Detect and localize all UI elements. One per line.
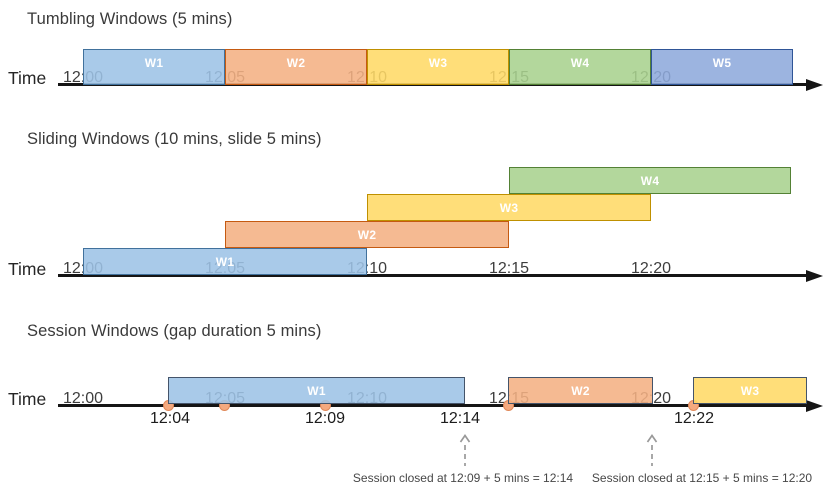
callout-arrow-icon: [459, 433, 471, 467]
axis-tick-label: 12:20: [630, 260, 672, 277]
event-time-label: 12:14: [439, 410, 481, 427]
event-time-label: 12:22: [673, 410, 715, 427]
time-axis-arrowhead-icon: [806, 78, 823, 91]
window-label: W3: [499, 200, 519, 215]
window-box-w4: W4: [509, 167, 791, 194]
event-time-label: 12:04: [149, 410, 191, 427]
time-axis-line: [58, 274, 808, 277]
axis-tick-label: 12:15: [488, 260, 530, 277]
window-box-w2: W2: [225, 221, 509, 248]
section-title: Session Windows (gap duration 5 mins): [27, 322, 322, 340]
window-label: W3: [740, 383, 760, 398]
window-label: W2: [357, 227, 377, 242]
window-box-w2: W2: [508, 377, 653, 404]
time-axis-label: Time: [8, 389, 47, 409]
window-label: W2: [571, 383, 590, 398]
window-label: W1: [215, 254, 235, 269]
axis-tick-label: 12:00: [62, 390, 104, 407]
time-axis-arrowhead-icon: [806, 399, 823, 412]
window-box-w1: W1: [83, 248, 367, 275]
window-box-w1: W1: [168, 377, 465, 404]
window-label: W3: [428, 56, 448, 70]
callout-text: Session closed at 12:15 + 5 mins = 12:20: [591, 471, 813, 485]
window-label: W1: [307, 383, 326, 398]
time-axis-line: [58, 404, 808, 407]
time-axis-arrowhead-icon: [806, 269, 823, 282]
time-axis-label: Time: [8, 68, 47, 88]
callout-arrow-icon: [646, 433, 658, 467]
section-title: Tumbling Windows (5 mins): [27, 10, 233, 28]
window-label: W1: [144, 56, 164, 70]
section-title: Sliding Windows (10 mins, slide 5 mins): [27, 130, 322, 148]
window-box-w3: W3: [367, 49, 509, 85]
window-box-w1: W1: [83, 49, 225, 85]
window-label: W2: [286, 56, 306, 70]
event-time-label: 12:09: [304, 410, 346, 427]
window-label: W4: [640, 173, 660, 188]
time-axis-label: Time: [8, 259, 47, 279]
window-label: W5: [712, 56, 732, 70]
window-label: W4: [570, 56, 590, 70]
window-box-w2: W2: [225, 49, 367, 85]
window-box-w3: W3: [693, 377, 807, 404]
callout-text: Session closed at 12:09 + 5 mins = 12:14: [352, 471, 574, 485]
window-box-w3: W3: [367, 194, 651, 221]
window-box-w4: W4: [509, 49, 651, 85]
window-box-w5: W5: [651, 49, 793, 85]
